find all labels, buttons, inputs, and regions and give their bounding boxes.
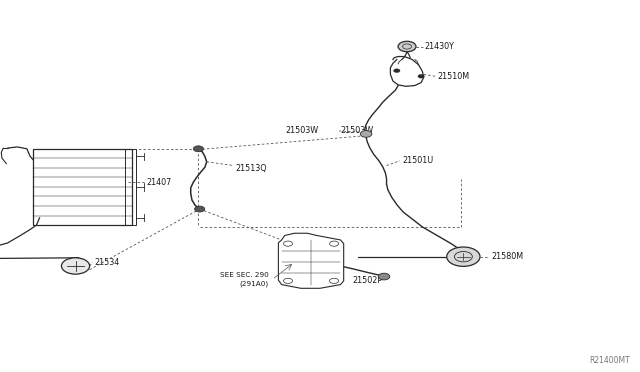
Text: 21534: 21534 bbox=[95, 258, 120, 267]
Circle shape bbox=[394, 69, 400, 73]
Text: 21430Y: 21430Y bbox=[424, 42, 454, 51]
Text: 21501U: 21501U bbox=[402, 156, 433, 165]
Text: 21407: 21407 bbox=[146, 178, 171, 187]
Circle shape bbox=[418, 74, 424, 78]
Text: 21513Q: 21513Q bbox=[236, 164, 267, 173]
Text: R21400MT: R21400MT bbox=[589, 356, 630, 365]
Text: 21503W: 21503W bbox=[340, 126, 374, 135]
Circle shape bbox=[195, 206, 205, 212]
Circle shape bbox=[447, 247, 480, 266]
Circle shape bbox=[398, 41, 416, 52]
Text: 21502P: 21502P bbox=[352, 276, 382, 285]
Text: 21510M: 21510M bbox=[437, 72, 469, 81]
Bar bbox=[125, 149, 136, 225]
Circle shape bbox=[360, 131, 372, 137]
Text: 21503W: 21503W bbox=[285, 126, 319, 135]
Text: SEE SEC. 290
(291A0): SEE SEC. 290 (291A0) bbox=[220, 273, 269, 287]
Bar bbox=[33, 149, 132, 225]
Circle shape bbox=[193, 146, 204, 152]
Text: 21580M: 21580M bbox=[491, 252, 523, 261]
Circle shape bbox=[61, 258, 90, 274]
Circle shape bbox=[378, 273, 390, 280]
